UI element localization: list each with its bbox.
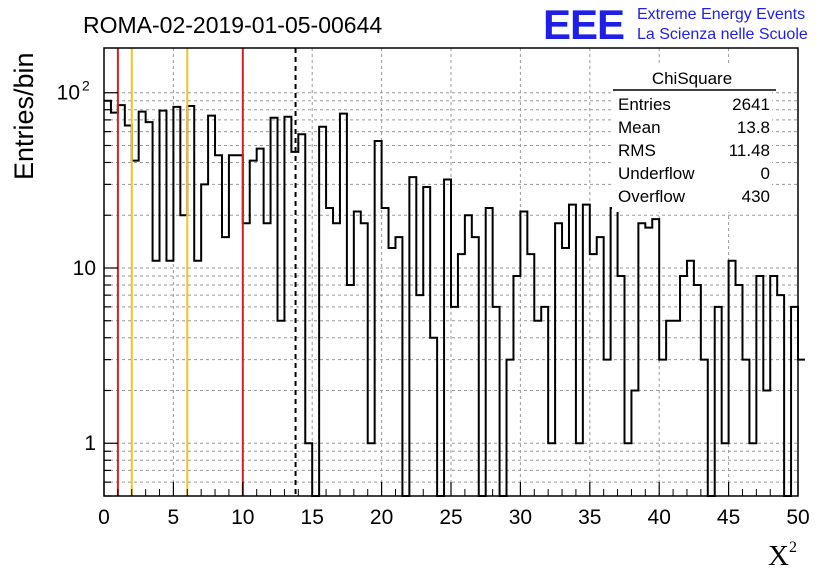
stats-overflow-value: 430 bbox=[742, 187, 770, 206]
y-axis-label: Entries/bin bbox=[9, 52, 39, 180]
stats-overflow-label: Overflow bbox=[618, 187, 686, 206]
stats-box: ChiSquare Entries 2641 Mean 13.8 RMS 11.… bbox=[612, 66, 776, 212]
stats-underflow-label: Underflow bbox=[618, 164, 695, 183]
stats-mean-label: Mean bbox=[618, 118, 661, 137]
y-tick-label: 1 bbox=[84, 432, 96, 455]
x-tick-label: 20 bbox=[370, 506, 393, 529]
x-axis-label-superscript: 2 bbox=[789, 539, 797, 556]
x-tick-label: 25 bbox=[439, 506, 462, 529]
x-tick-label: 50 bbox=[786, 506, 809, 529]
x-tick-label: 15 bbox=[301, 506, 324, 529]
x-tick-label: 10 bbox=[231, 506, 254, 529]
x-tick-label: 5 bbox=[168, 506, 180, 529]
stats-entries-label: Entries bbox=[618, 95, 671, 114]
histogram-layer bbox=[104, 99, 805, 497]
eee-logo: EEE bbox=[543, 1, 624, 48]
run-title: ROMA-02-2019-01-05-00644 bbox=[83, 12, 382, 38]
x-tick-label: 45 bbox=[717, 506, 740, 529]
stats-rms-value: 11.48 bbox=[729, 141, 770, 160]
y-tick-label-exponent: 2 bbox=[82, 78, 90, 94]
logo-subtitle-line1: Extreme Energy Events bbox=[637, 6, 805, 23]
reference-lines-layer bbox=[116, 48, 297, 496]
stats-entries-value: 2641 bbox=[732, 95, 770, 114]
x-tick-label: 30 bbox=[509, 506, 532, 529]
x-tick-label: 35 bbox=[578, 506, 601, 529]
x-tick-label: 0 bbox=[98, 506, 110, 529]
y-tick-label: 10 bbox=[73, 257, 96, 280]
x-tick-label: 40 bbox=[648, 506, 671, 529]
x-axis-label-base: X bbox=[768, 540, 789, 572]
histogram-outline bbox=[104, 99, 805, 497]
logo-subtitle-line2: La Scienza nelle Scuole bbox=[637, 26, 808, 43]
x-axis-label: X2 bbox=[768, 539, 797, 572]
stats-rms-label: RMS bbox=[618, 141, 656, 160]
y-tick-label: 10 bbox=[57, 82, 80, 105]
stats-underflow-value: 0 bbox=[761, 164, 770, 183]
stats-mean-value: 13.8 bbox=[737, 118, 770, 137]
stats-title: ChiSquare bbox=[652, 69, 732, 88]
